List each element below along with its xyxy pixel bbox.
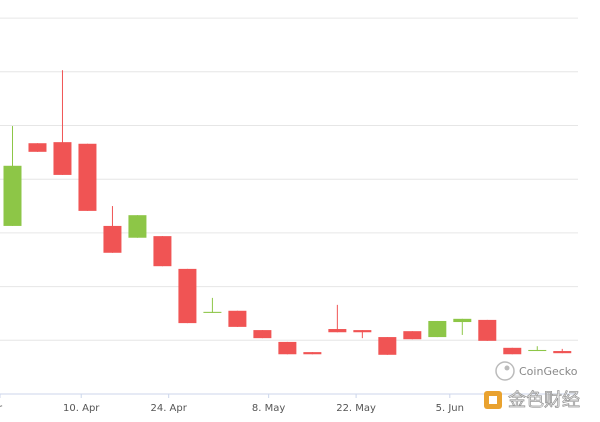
candle-body — [153, 236, 172, 267]
candle-body — [528, 349, 547, 352]
candle-body — [353, 330, 372, 333]
candle-body — [78, 143, 97, 211]
candle-body — [28, 143, 47, 152]
candle-body — [553, 351, 572, 354]
candle-body — [478, 319, 497, 341]
candle-body — [3, 165, 22, 226]
candle-body — [128, 215, 147, 238]
candle-body — [253, 330, 272, 339]
x-tick-label: 5. Jun — [436, 403, 464, 414]
candle-body — [378, 337, 397, 355]
candle-body — [178, 268, 197, 324]
x-tick-label: 22. May — [336, 403, 376, 414]
candle-body — [328, 329, 347, 333]
coingecko-logo — [495, 361, 515, 381]
candle-body — [403, 331, 422, 340]
x-tick-label: 10. Apr — [63, 403, 100, 414]
candle-body — [203, 311, 222, 313]
candle-body — [503, 347, 522, 355]
candle-body — [278, 341, 297, 355]
x-tick-label: 24. Apr — [150, 403, 187, 414]
watermark: 金色财经 — [508, 390, 580, 411]
candle-body — [428, 320, 447, 338]
x-tick-label: 8. May — [252, 403, 285, 414]
watermark: CoinGecko — [519, 365, 578, 378]
candle-body — [228, 310, 247, 327]
candle-body — [453, 318, 472, 323]
candle-body — [103, 225, 122, 253]
x-tick-label: r — [0, 403, 3, 414]
candle-body — [303, 352, 322, 355]
candle-body — [53, 142, 72, 175]
jinse-logo — [484, 391, 502, 409]
